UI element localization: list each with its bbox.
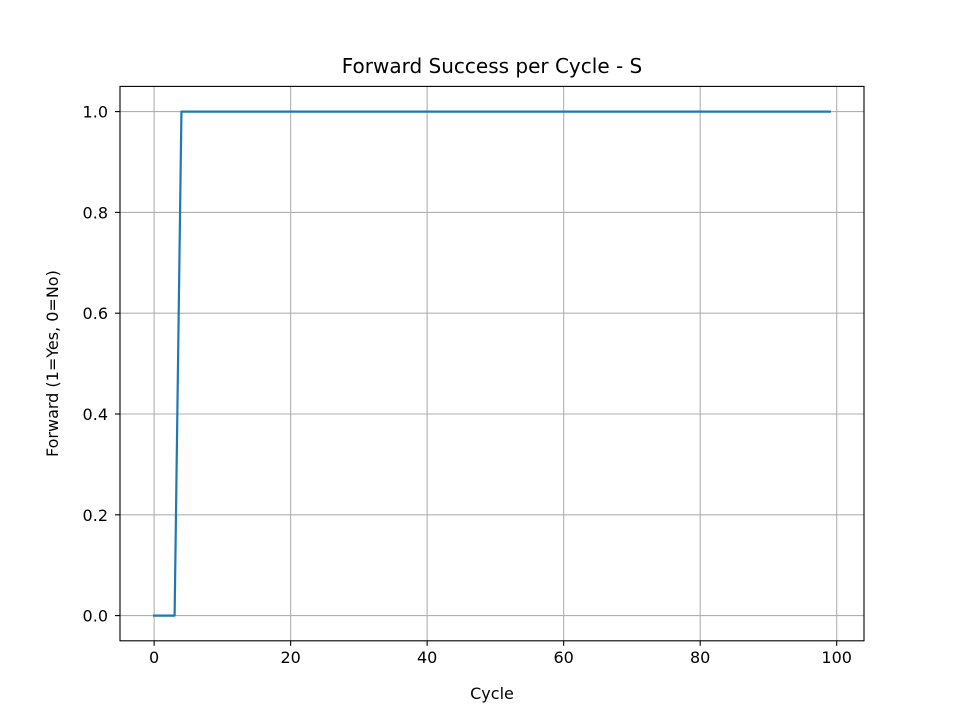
y-tick-label: 0.8 bbox=[83, 203, 108, 222]
x-tick-label: 40 bbox=[417, 648, 437, 667]
chart-title: Forward Success per Cycle - S bbox=[342, 54, 643, 78]
y-tick-label: 1.0 bbox=[83, 103, 108, 122]
x-tick-label: 80 bbox=[690, 648, 710, 667]
x-tick-label: 20 bbox=[280, 648, 300, 667]
tick-layer: 0 20 40 60 80 100 0.0 0.2 0.4 0.6 0.8 1.0 bbox=[83, 103, 852, 667]
series-layer bbox=[153, 110, 831, 617]
y-axis-title: Forward (1=Yes, 0=No) bbox=[43, 270, 62, 457]
x-tick-label: 0 bbox=[149, 648, 159, 667]
y-tick-label: 0.4 bbox=[83, 405, 108, 424]
x-tick-label: 100 bbox=[821, 648, 852, 667]
plot-frame bbox=[119, 85, 865, 642]
series-line-0 bbox=[153, 110, 831, 617]
grid-layer bbox=[120, 86, 864, 641]
plot-area bbox=[120, 86, 864, 641]
y-tick-label: 0.2 bbox=[83, 506, 108, 525]
x-tick-label: 60 bbox=[553, 648, 573, 667]
y-tick-label: 0.6 bbox=[83, 304, 108, 323]
x-axis-title: Cycle bbox=[470, 684, 514, 703]
y-tick-label: 0.0 bbox=[83, 607, 108, 626]
